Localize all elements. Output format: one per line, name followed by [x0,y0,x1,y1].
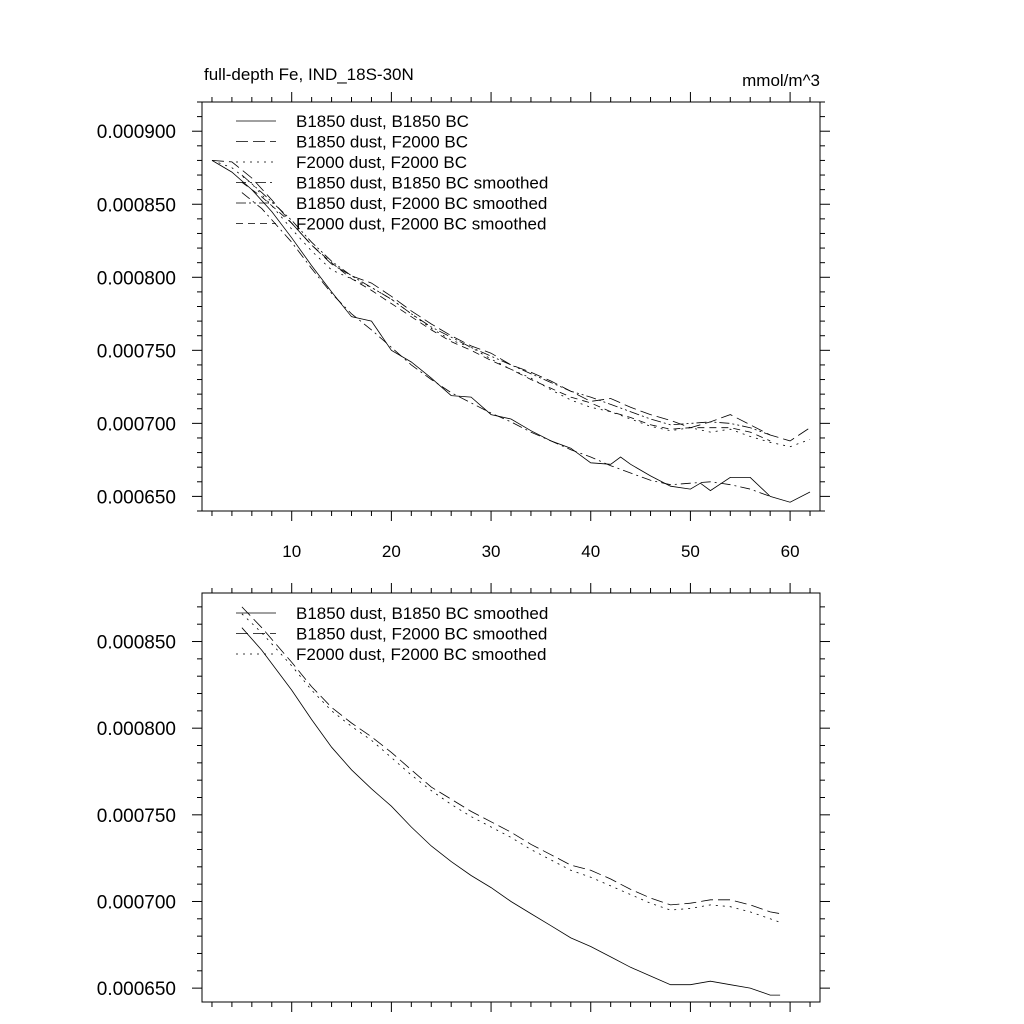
series-line [241,606,781,914]
legend-label: B1850 dust, B1850 BC smoothed [296,174,548,193]
x-tick-label: 30 [482,542,501,561]
legend: B1850 dust, B1850 BC smoothed B1850 dust,… [236,604,548,664]
legend: B1850 dust, B1850 BC B1850 dust, F2000 BC… [236,112,548,234]
series-line [211,160,811,503]
units-label: mmol/m^3 [742,71,820,90]
legend-label: B1850 dust, F2000 BC smoothed [296,625,547,644]
x-tick-label: 10 [282,542,301,561]
legend-label: B1850 dust, B1850 BC smoothed [296,604,548,623]
y-tick-label: 0.000700 [97,414,176,435]
series-line [241,192,771,497]
top-line-chart: full-depth Fe, IND_18S-30N mmol/m^3 0.00… [97,65,830,561]
chart-title: full-depth Fe, IND_18S-30N [204,65,414,84]
x-tick-label: 40 [581,542,600,561]
y-tick-label: 0.000900 [97,122,176,143]
y-tick-label: 0.000800 [97,268,176,289]
x-tick-label: 50 [681,542,700,561]
axis-ticks [192,92,830,521]
legend-label: B1850 dust, F2000 BC [296,133,468,152]
series-line [211,160,811,448]
legend-label: B1850 dust, B1850 BC [296,112,469,131]
y-tick-label: 0.000650 [97,487,176,508]
y-tick-label: 0.000850 [97,195,176,216]
y-tick-label: 0.000750 [97,806,176,827]
legend-label: F2000 dust, F2000 BC smoothed [296,645,546,664]
x-tick-label: 60 [781,542,800,561]
y-tick-label: 0.000650 [97,979,176,1000]
series-line [241,627,781,996]
legend-label: F2000 dust, F2000 BC [296,153,467,172]
plot-frame [201,101,821,512]
series-lines [211,160,811,503]
series-line [241,181,771,442]
legend-label: B1850 dust, F2000 BC smoothed [296,194,547,213]
y-tick-label: 0.000750 [97,341,176,362]
bottom-line-chart: 0.000650 0.000700 0.000750 0.000800 0.000850… [97,583,830,1012]
y-tick-label: 0.000800 [97,719,176,740]
y-tick-label: 0.000700 [97,892,176,913]
series-lines [241,606,781,996]
x-axis: 10 20 30 40 50 60 [282,542,799,561]
x-tick-label: 20 [382,542,401,561]
y-axis: 0.000650 0.000700 0.000750 0.000800 0.000850 [97,633,176,1001]
axis-ticks [192,583,830,1012]
y-tick-label: 0.000850 [97,633,176,654]
y-axis: 0.000650 0.000700 0.000750 0.000800 0.000850… [97,122,176,508]
legend-label: F2000 dust, F2000 BC smoothed [296,215,546,234]
series-line [241,613,781,923]
